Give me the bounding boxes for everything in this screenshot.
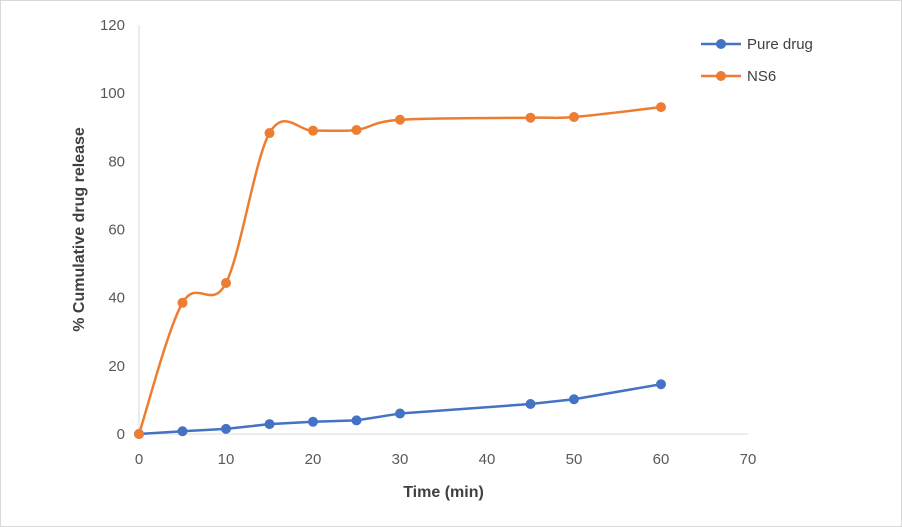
data-point-pure-drug xyxy=(221,423,231,434)
data-point-ns6 xyxy=(177,297,188,308)
x-tick-label: 60 xyxy=(653,451,670,468)
data-point-pure-drug xyxy=(308,416,318,427)
series-ns6 xyxy=(134,102,666,439)
y-tick-label: 80 xyxy=(108,153,125,170)
data-point-ns6 xyxy=(264,128,275,139)
data-point-ns6 xyxy=(351,124,362,135)
data-point-ns6 xyxy=(221,278,231,289)
legend-label-pure-drug: Pure drug xyxy=(747,36,813,53)
data-point-ns6 xyxy=(308,125,318,136)
series-line-pure-drug xyxy=(138,383,662,436)
x-axis-title: Time (min) xyxy=(403,484,484,501)
legend-item-ns6: NS6 xyxy=(701,68,776,85)
y-tick-label: 120 xyxy=(100,17,125,34)
data-point-pure-drug xyxy=(177,426,188,437)
data-point-ns6 xyxy=(395,114,405,125)
y-tick-label: 20 xyxy=(108,358,125,375)
x-tick-label: 0 xyxy=(135,451,143,468)
data-point-pure-drug xyxy=(569,394,579,405)
y-tick-label: 0 xyxy=(117,426,125,443)
data-point-pure-drug xyxy=(525,399,536,410)
axes: 0 20 40 60 80 100 120 0 10 20 30 40 50 60 70 xyxy=(100,17,756,468)
series-layer xyxy=(134,102,666,439)
x-tick-label: 20 xyxy=(305,451,322,468)
legend-marker-pure-drug xyxy=(716,39,726,49)
series-line-ns6 xyxy=(137,105,662,435)
data-point-ns6 xyxy=(656,102,666,113)
x-tick-label: 50 xyxy=(566,451,583,468)
data-point-ns6 xyxy=(525,112,536,123)
data-point-pure-drug xyxy=(351,415,362,426)
x-tick-label: 70 xyxy=(740,451,757,468)
y-tick-label: 40 xyxy=(108,290,125,307)
data-point-ns6 xyxy=(134,429,144,439)
x-tick-label: 10 xyxy=(218,451,235,468)
legend: Pure drug NS6 xyxy=(701,36,813,85)
data-point-pure-drug xyxy=(656,379,666,390)
y-axis-title: % Cumulative drug release xyxy=(71,127,88,332)
legend-label-ns6: NS6 xyxy=(747,68,776,85)
data-point-pure-drug xyxy=(264,419,275,430)
x-tick-label: 30 xyxy=(392,451,409,468)
data-point-ns6 xyxy=(569,112,579,123)
series-pure-drug xyxy=(134,379,666,439)
y-tick-label: 60 xyxy=(108,222,125,239)
legend-marker-ns6 xyxy=(716,71,726,81)
legend-item-pure-drug: Pure drug xyxy=(701,36,813,53)
data-point-pure-drug xyxy=(395,408,405,419)
y-tick-label: 100 xyxy=(100,85,125,102)
x-tick-label: 40 xyxy=(479,451,496,468)
